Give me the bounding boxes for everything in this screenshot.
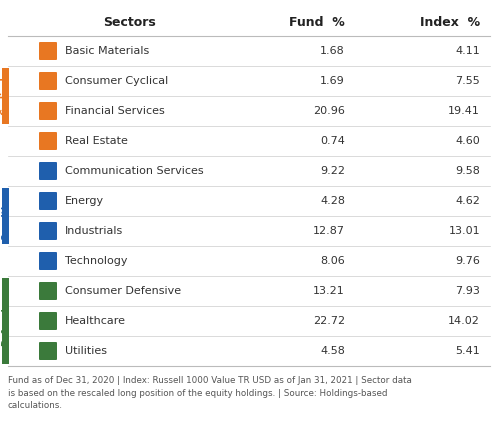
FancyBboxPatch shape [39, 282, 57, 300]
Text: 13.01: 13.01 [448, 226, 480, 236]
FancyBboxPatch shape [39, 252, 57, 270]
Text: Consumer Defensive: Consumer Defensive [65, 286, 181, 296]
FancyBboxPatch shape [39, 192, 57, 210]
FancyBboxPatch shape [39, 312, 57, 330]
Text: Financial Services: Financial Services [65, 106, 165, 116]
Bar [2, 188, 9, 244]
Text: 5.41: 5.41 [455, 346, 480, 356]
Text: 14.02: 14.02 [448, 316, 480, 326]
Text: Fund as of Dec 31, 2020 | Index: Russell 1000 Value TR USD as of Jan 31, 2021 | : Fund as of Dec 31, 2020 | Index: Russell… [8, 376, 412, 410]
Text: 4.62: 4.62 [455, 196, 480, 206]
Text: 9.58: 9.58 [455, 166, 480, 176]
Text: 4.11: 4.11 [455, 46, 480, 56]
Text: 4.58: 4.58 [320, 346, 345, 356]
Bar [2, 68, 9, 124]
Text: 12.87: 12.87 [313, 226, 345, 236]
Text: Healthcare: Healthcare [65, 316, 126, 326]
Text: Technology: Technology [65, 256, 128, 266]
FancyBboxPatch shape [39, 102, 57, 120]
Text: 7.55: 7.55 [455, 76, 480, 86]
Text: Energy: Energy [65, 196, 104, 206]
Text: 7.93: 7.93 [455, 286, 480, 296]
Text: Basic Materials: Basic Materials [65, 46, 149, 56]
Text: 1.68: 1.68 [320, 46, 345, 56]
Text: Utilities: Utilities [65, 346, 107, 356]
Text: Communication Services: Communication Services [65, 166, 203, 176]
Text: Sectors: Sectors [103, 15, 156, 28]
Bar [2, 278, 9, 364]
Text: Industrials: Industrials [65, 226, 123, 236]
Text: 9.76: 9.76 [455, 256, 480, 266]
Text: Consumer Cyclical: Consumer Cyclical [65, 76, 168, 86]
Text: 22.72: 22.72 [313, 316, 345, 326]
FancyBboxPatch shape [39, 42, 57, 60]
Text: Sensitive: Sensitive [1, 192, 10, 239]
Text: 9.22: 9.22 [320, 166, 345, 176]
FancyBboxPatch shape [39, 132, 57, 150]
FancyBboxPatch shape [39, 222, 57, 240]
Text: Fund  %: Fund % [289, 15, 345, 28]
Text: Cyclical: Cyclical [1, 76, 10, 115]
Text: Index  %: Index % [420, 15, 480, 28]
FancyBboxPatch shape [39, 342, 57, 360]
Text: 13.21: 13.21 [313, 286, 345, 296]
Text: 19.41: 19.41 [448, 106, 480, 116]
Text: 1.69: 1.69 [320, 76, 345, 86]
Text: 0.74: 0.74 [320, 136, 345, 146]
FancyBboxPatch shape [39, 162, 57, 180]
Text: Defensive: Defensive [1, 295, 10, 347]
Text: 4.28: 4.28 [320, 196, 345, 206]
Text: Real Estate: Real Estate [65, 136, 128, 146]
FancyBboxPatch shape [39, 72, 57, 90]
Text: 8.06: 8.06 [320, 256, 345, 266]
Text: 4.60: 4.60 [455, 136, 480, 146]
Text: 20.96: 20.96 [313, 106, 345, 116]
